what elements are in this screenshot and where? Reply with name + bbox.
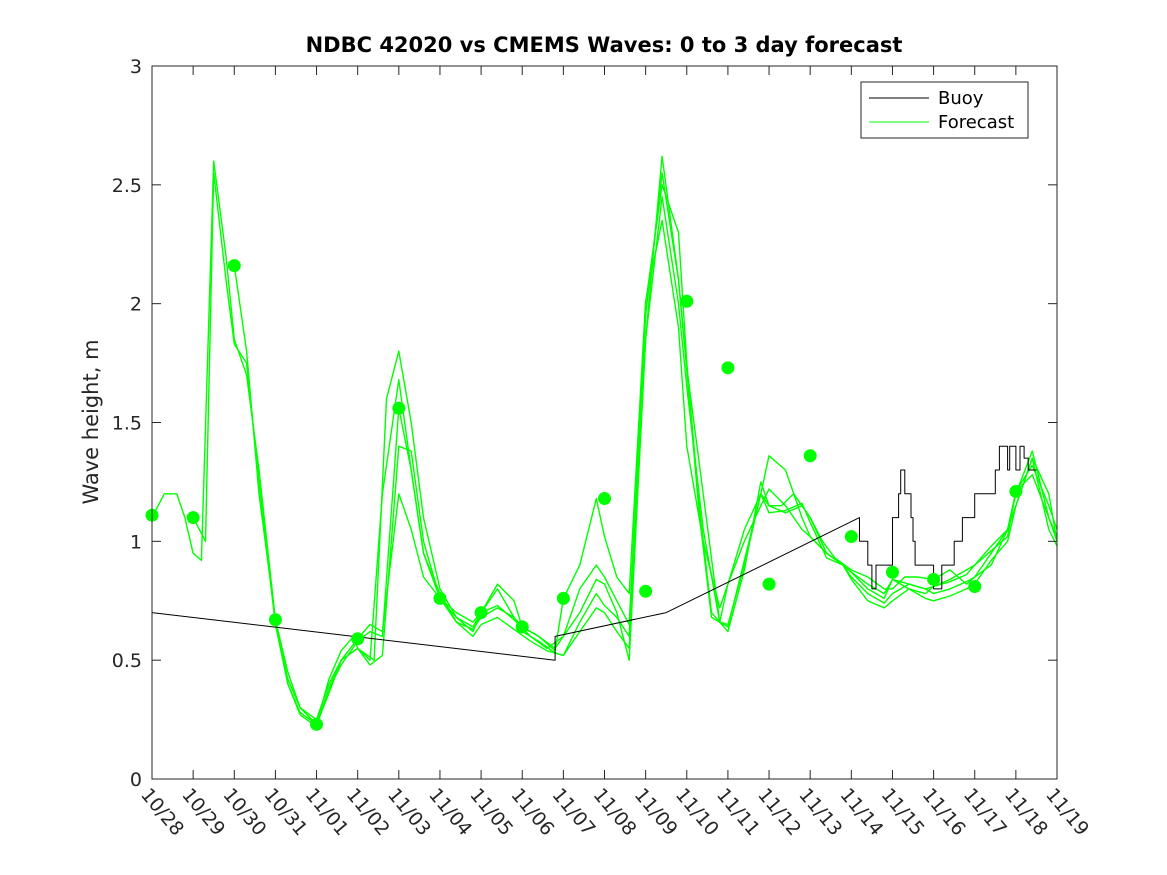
legend-box xyxy=(860,81,1029,139)
forecast-marker xyxy=(268,613,282,627)
x-tick-label: 11/13 xyxy=(794,784,846,840)
forecast-marker xyxy=(186,511,200,525)
x-tick-label: 11/04 xyxy=(424,784,476,840)
x-tick-label: 11/08 xyxy=(589,784,641,840)
forecast-marker xyxy=(639,584,653,598)
x-tick-label: 11/06 xyxy=(506,784,558,840)
marker-layer xyxy=(145,259,1023,731)
legend: Buoy Forecast xyxy=(860,81,1029,139)
forecast-marker xyxy=(721,361,735,375)
forecast-marker xyxy=(762,577,776,591)
y-tick-label: 3 xyxy=(130,56,142,78)
x-tick-label: 10/28 xyxy=(136,784,188,840)
y-tick-label: 0.5 xyxy=(112,650,142,672)
x-tick-label: 11/18 xyxy=(1000,784,1052,840)
y-tick-label: 2 xyxy=(130,294,142,316)
x-tick-label: 11/10 xyxy=(671,784,723,840)
y-axis-label: Wave height, m xyxy=(79,339,103,504)
x-tick-label: 11/12 xyxy=(753,784,805,840)
forecast-marker xyxy=(803,449,817,463)
plot-area xyxy=(152,66,1057,779)
series-line-forecast xyxy=(274,155,1058,725)
forecast-marker xyxy=(680,294,694,308)
forecast-marker xyxy=(351,632,365,646)
forecast-marker xyxy=(598,492,611,506)
forecast-marker xyxy=(433,591,447,605)
y-tick-label: 0 xyxy=(130,769,142,791)
forecast-marker xyxy=(844,530,858,544)
forecast-marker xyxy=(556,591,570,605)
x-tick-label: 11/17 xyxy=(959,784,1011,840)
x-tick-label: 11/02 xyxy=(342,784,394,840)
x-tick-label: 11/07 xyxy=(548,784,600,840)
x-tick-label: 11/05 xyxy=(465,784,517,840)
legend-label-forecast: Forecast xyxy=(938,112,1014,133)
chart-title: NDBC 42020 vs CMEMS Waves: 0 to 3 day fo… xyxy=(306,33,903,57)
forecast-marker xyxy=(927,572,941,586)
forecast-marker xyxy=(968,579,982,593)
x-tick-label: 10/30 xyxy=(218,784,270,840)
forecast-marker xyxy=(474,606,488,620)
y-axis: 0 0.5 1 1.5 2 2.5 3 xyxy=(112,56,1057,791)
x-tick-label: 11/19 xyxy=(1041,784,1093,840)
x-tick-label: 10/29 xyxy=(177,784,229,840)
legend-label-buoy: Buoy xyxy=(938,88,984,109)
x-tick-label: 11/15 xyxy=(877,784,929,840)
x-tick-label: 11/11 xyxy=(712,784,764,840)
forecast-marker xyxy=(227,259,241,273)
x-tick-label: 11/09 xyxy=(630,784,682,840)
x-tick-label: 11/01 xyxy=(301,784,353,840)
x-tick-label: 11/03 xyxy=(383,784,435,840)
y-tick-label: 1 xyxy=(130,531,142,553)
forecast-marker xyxy=(310,717,324,731)
forecast-marker xyxy=(392,401,406,415)
x-tick-label: 10/31 xyxy=(260,784,312,840)
forecast-marker xyxy=(885,565,899,579)
y-tick-label: 2.5 xyxy=(112,175,142,197)
y-tick-label: 1.5 xyxy=(112,413,142,435)
forecast-marker xyxy=(1009,484,1023,498)
forecast-marker xyxy=(515,620,529,634)
x-tick-label: 11/16 xyxy=(918,784,970,840)
x-tick-label: 11/14 xyxy=(835,784,887,840)
